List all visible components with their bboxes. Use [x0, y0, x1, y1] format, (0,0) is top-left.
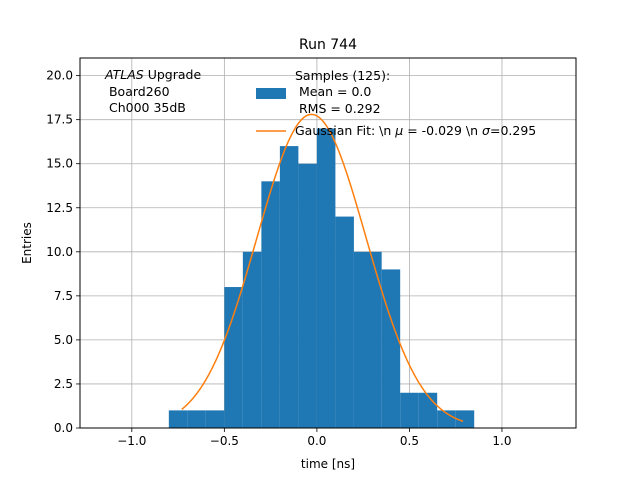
- histogram-bar-10: [353, 251, 382, 428]
- histogram-bar-5: [261, 181, 280, 428]
- annotation-upgrade-text: Upgrade: [144, 67, 202, 82]
- legend-histogram-line-1: Samples (125):: [295, 68, 390, 83]
- legend-fit-sigma-symbol: σ: [482, 123, 491, 138]
- legend-fit-sigma-value: =0.295: [490, 123, 536, 138]
- legend: Samples (125): Mean = 0.0 RMS = 0.292 Ga…: [256, 68, 536, 138]
- histogram-bar-15: [455, 410, 475, 428]
- histogram-bar-14: [437, 410, 456, 428]
- annotation-line-3: Ch000 35dB: [105, 100, 186, 115]
- annotation-line-1: ATLAS Upgrade: [104, 67, 201, 82]
- histogram-bar-2: [205, 410, 225, 428]
- histogram-bar-1: [187, 410, 206, 428]
- legend-fit-mu-value: = -0.029 \n: [403, 123, 482, 138]
- y-tick-label-1: 2.5: [54, 377, 73, 391]
- y-axis-ticks: 0.0 2.5 5.0 7.5 10.0 12.5 15.0 17.5 20.0: [46, 69, 80, 435]
- x-axis-ticks: −1.0 −0.5 0.0 0.5 1.0: [117, 428, 512, 448]
- y-tick-label-6: 15.0: [46, 157, 73, 171]
- histogram-bar-9: [335, 216, 354, 428]
- y-tick-label-8: 20.0: [46, 69, 73, 83]
- y-tick-label-5: 12.5: [46, 201, 73, 215]
- x-tick-label-0: −1.0: [117, 434, 146, 448]
- histogram-bar-8: [316, 128, 336, 428]
- chart-title: Run 744: [299, 37, 357, 53]
- legend-fit-label: Gaussian Fit: \n μ = -0.029 \n σ=0.295: [295, 123, 536, 138]
- histogram-bar-13: [418, 392, 438, 428]
- legend-histogram-line-2: Mean = 0.0: [295, 84, 371, 99]
- histogram-bar-11: [381, 269, 401, 428]
- legend-histogram-line-3: RMS = 0.292: [295, 101, 381, 116]
- x-tick-label-1: −0.5: [210, 434, 239, 448]
- histogram-bar-0: [168, 410, 188, 428]
- y-tick-label-4: 10.0: [46, 245, 73, 259]
- histogram-bars: [168, 128, 475, 428]
- legend-fit-mu-symbol: μ: [394, 123, 403, 138]
- atlas-annotation: ATLAS Upgrade Board260 Ch000 35dB: [104, 67, 201, 115]
- y-tick-label-7: 17.5: [46, 113, 73, 127]
- y-tick-label-3: 7.5: [54, 289, 73, 303]
- gaussian-fit-curve: [181, 113, 464, 423]
- y-tick-label-0: 0.0: [54, 421, 73, 435]
- legend-histogram-swatch: [256, 88, 286, 99]
- legend-fit-prefix: Gaussian Fit: \n: [295, 123, 395, 138]
- x-axis-label: time [ns]: [301, 457, 355, 471]
- histogram-bar-7: [298, 163, 317, 428]
- y-tick-label-2: 5.0: [54, 333, 73, 347]
- y-axis-label: Entries: [20, 222, 34, 264]
- histogram-bar-3: [224, 287, 243, 428]
- annotation-atlas-text: ATLAS: [104, 67, 144, 82]
- histogram-bar-6: [279, 146, 299, 428]
- x-tick-label-3: 0.5: [400, 434, 419, 448]
- plot-frame: [79, 57, 577, 429]
- x-tick-label-4: 1.0: [492, 434, 511, 448]
- histogram-bar-4: [242, 251, 262, 428]
- histogram-bar-12: [400, 392, 419, 428]
- x-tick-label-2: 0.0: [307, 434, 326, 448]
- annotation-line-2: Board260: [105, 84, 170, 99]
